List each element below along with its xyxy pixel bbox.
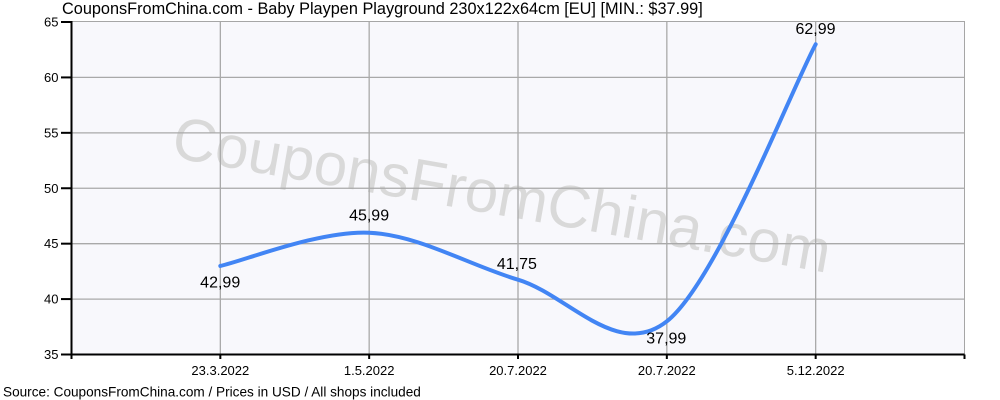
svg-text:20.7.2022: 20.7.2022 (489, 363, 547, 378)
svg-text:37,99: 37,99 (646, 331, 686, 348)
svg-text:20.7.2022: 20.7.2022 (638, 363, 696, 378)
svg-text:42,99: 42,99 (200, 275, 240, 292)
svg-text:65: 65 (44, 15, 58, 30)
svg-text:45: 45 (44, 236, 58, 251)
svg-text:60: 60 (44, 70, 58, 85)
svg-text:41,75: 41,75 (497, 256, 537, 273)
svg-text:50: 50 (44, 181, 58, 196)
svg-text:5.12.2022: 5.12.2022 (787, 363, 845, 378)
svg-text:35: 35 (44, 347, 58, 362)
svg-text:62,99: 62,99 (795, 21, 835, 38)
svg-text:23.3.2022: 23.3.2022 (191, 363, 249, 378)
svg-text:1.5.2022: 1.5.2022 (344, 363, 395, 378)
svg-text:55: 55 (44, 125, 58, 140)
svg-text:45,99: 45,99 (349, 208, 389, 225)
svg-text:Source: CouponsFromChina.com /: Source: CouponsFromChina.com / Prices in… (3, 384, 421, 399)
svg-text:40: 40 (44, 292, 58, 307)
svg-text:CouponsFromChina.com - Baby Pl: CouponsFromChina.com - Baby Playpen Play… (62, 0, 703, 18)
